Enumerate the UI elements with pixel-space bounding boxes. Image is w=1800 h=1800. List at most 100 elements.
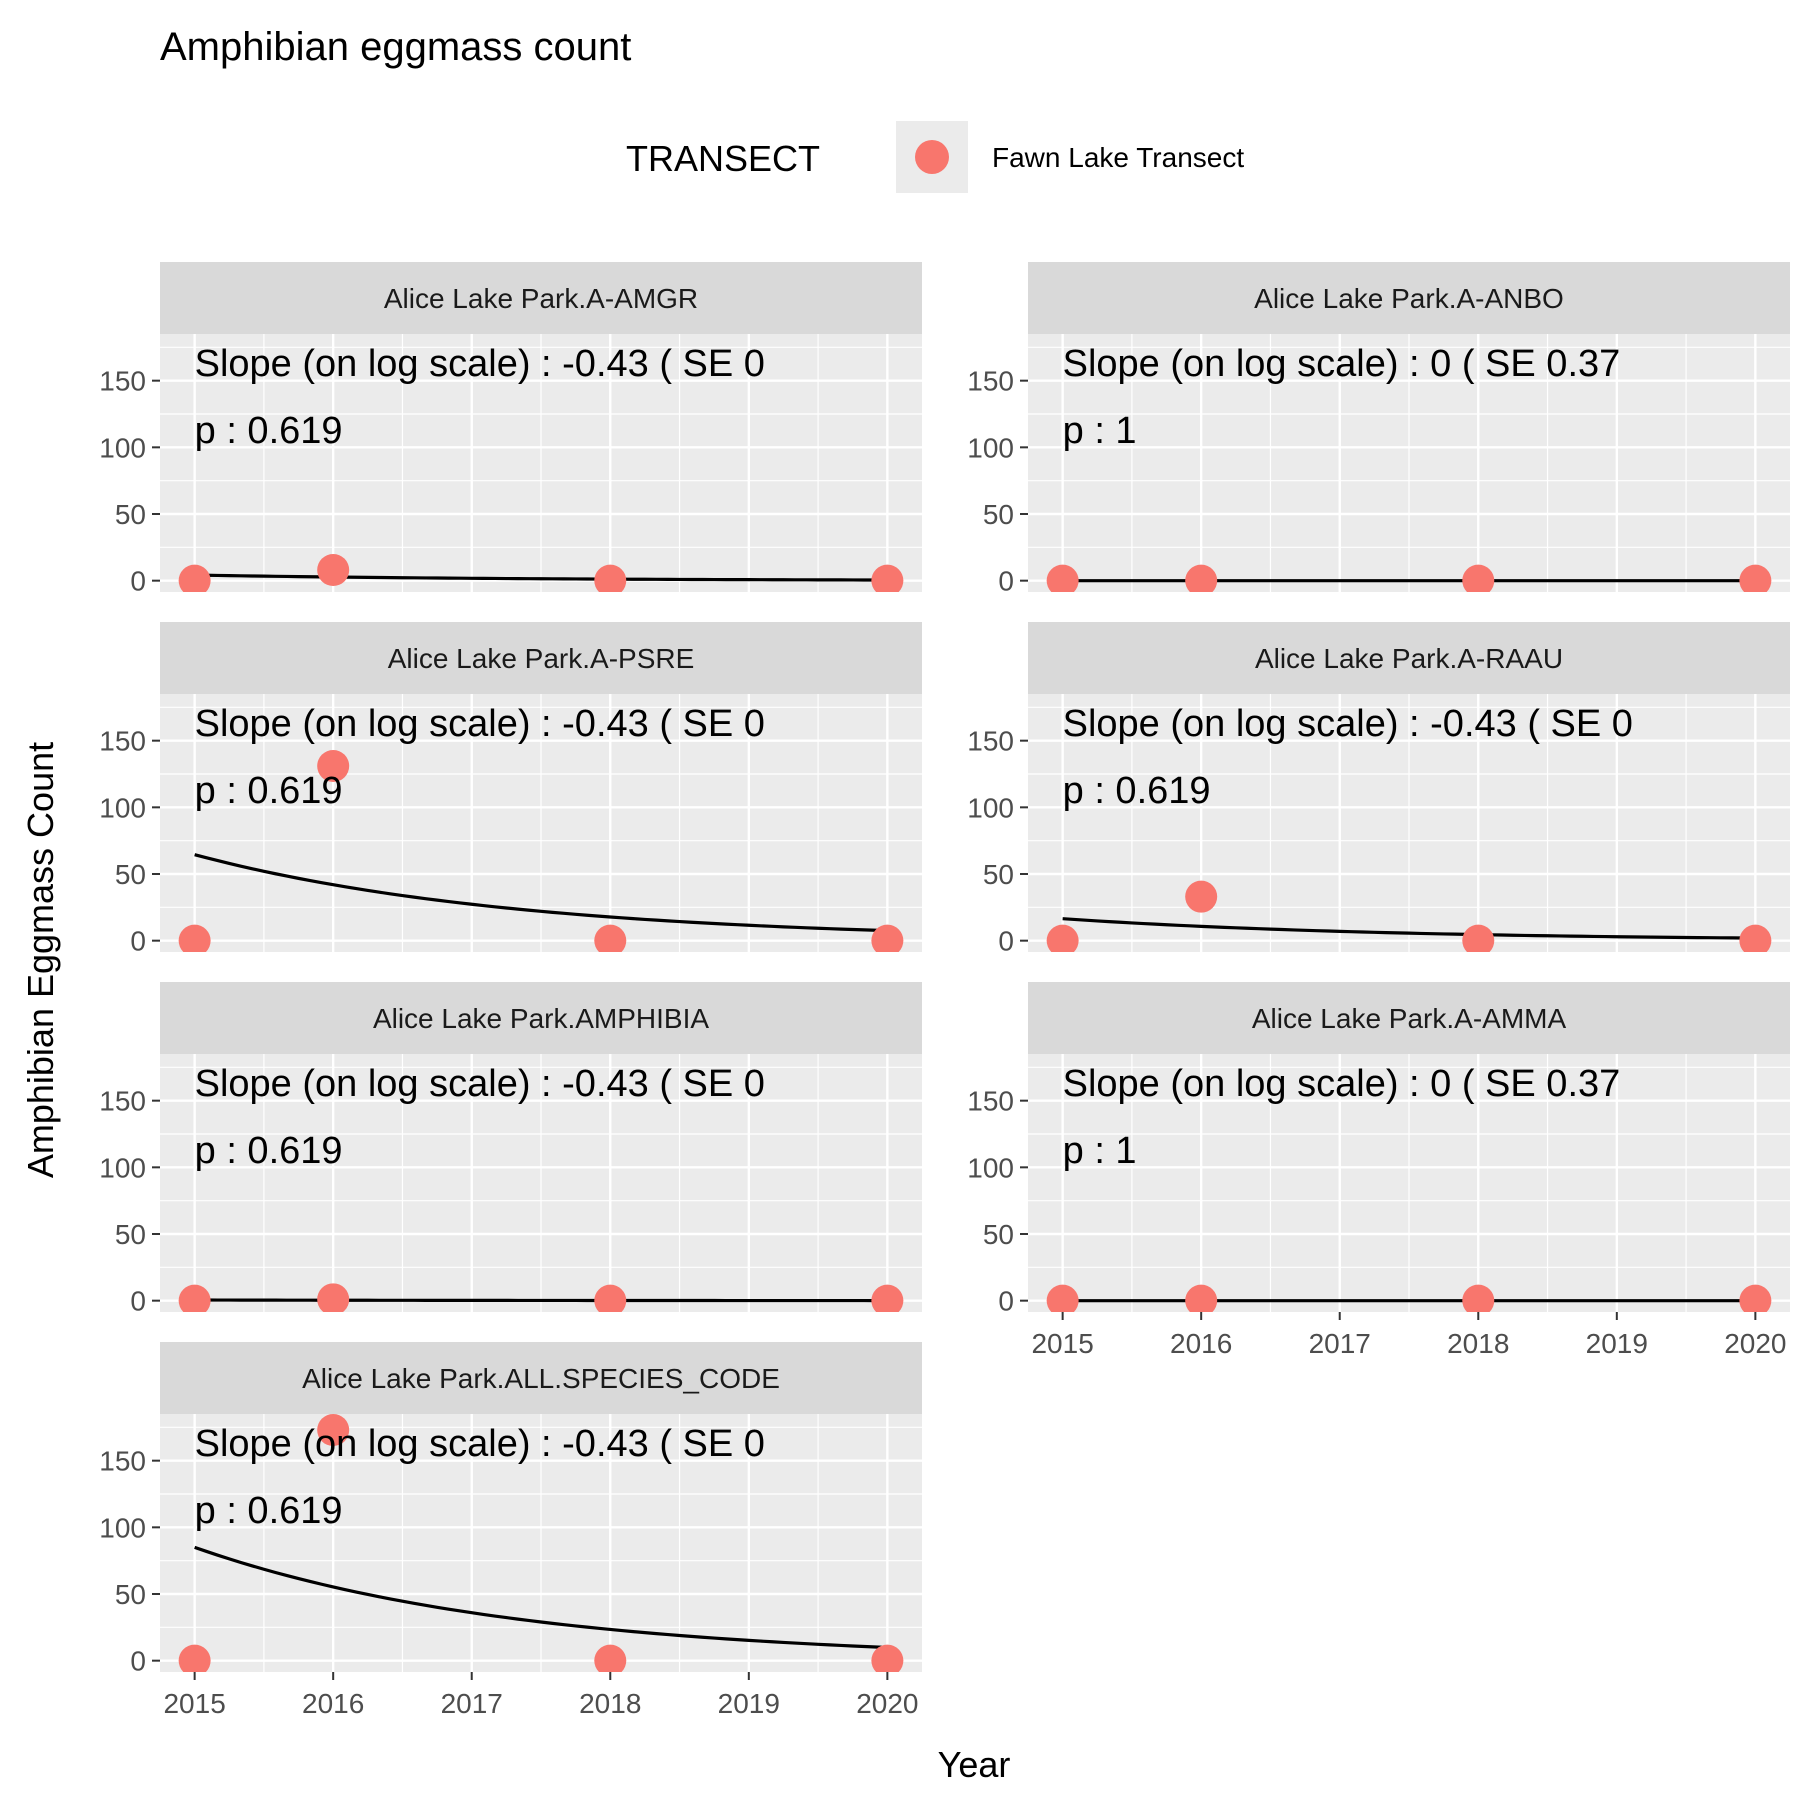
panel-content: Slope (on log scale) : -0.43 ( SE 0 p : 0… [178,1063,904,1312]
slope-annotation: Slope (on log scale) : -0.43 ( SE 0 [195,1423,765,1465]
data-point [871,564,904,592]
slope-annotation: Slope (on log scale) : 0 ( SE 0.37 [1063,343,1621,385]
data-point [594,1284,627,1312]
data-point [1046,1284,1079,1312]
fit-line [194,1298,888,1303]
y-tick-label: 100 [99,1152,146,1183]
facet-panel: Alice Lake Park.A-RAAU 0 50 100 150 Slope (on… [967,622,1790,957]
facet-strip-label: Alice Lake Park.A-RAAU [1255,643,1563,674]
y-tick-label: 100 [99,432,146,463]
slope-annotation: Slope (on log scale) : -0.43 ( SE 0 [195,1063,765,1105]
y-tick-label: 0 [998,566,1014,597]
x-tick-label: 2020 [856,1688,918,1719]
p-value-annotation: p : 0.619 [195,1490,343,1532]
facet-panel: Alice Lake Park.ALL.SPECIES_CODE 0 50 100 15… [99,1342,922,1719]
y-tick-label: 150 [99,366,146,397]
y-tick-label: 150 [99,1086,146,1117]
facet-strip [160,1342,922,1414]
x-tick-label: 2018 [579,1688,641,1719]
x-tick-label: 2020 [1724,1328,1786,1359]
y-tick-label: 0 [130,1286,146,1317]
data-point [1739,564,1772,592]
slope-annotation: Slope (on log scale) : -0.43 ( SE 0 [195,343,765,385]
y-tick-label: 0 [130,1646,146,1677]
y-tick-label: 150 [967,1086,1014,1117]
legend: TRANSECT Fawn Lake Transect [626,121,1244,193]
panel-content: Slope (on log scale) : -0.43 ( SE 0 p : 0… [178,343,904,592]
y-tick-label: 50 [983,499,1014,530]
facet-panel: Alice Lake Park.A-ANBO 0 50 100 150 Slope (on… [967,262,1790,597]
data-point [1739,924,1772,952]
facet-panels: Alice Lake Park.A-AMGR 0 50 100 150 Slope (on… [99,262,1790,1719]
facet-strip [1028,982,1790,1054]
facet-strip-label: Alice Lake Park.A-PSRE [388,643,695,674]
x-tick-label: 2017 [441,1688,503,1719]
legend-title: TRANSECT [626,138,820,179]
y-tick-label: 50 [115,1579,146,1610]
data-point [871,924,904,952]
x-tick-label: 2018 [1447,1328,1509,1359]
y-tick-label: 50 [115,499,146,530]
p-value-annotation: p : 1 [1063,410,1137,452]
x-tick-label: 2016 [1170,1328,1232,1359]
p-value-annotation: p : 0.619 [195,770,343,812]
y-tick-label: 150 [967,726,1014,757]
data-point [1046,564,1079,592]
data-point [178,1284,211,1312]
facet-strip-label: Alice Lake Park.A-AMMA [1252,1003,1567,1034]
y-tick-label: 100 [967,432,1014,463]
slope-annotation: Slope (on log scale) : -0.43 ( SE 0 [1063,703,1633,745]
panel-content: Slope (on log scale) : -0.43 ( SE 0 p : 0… [178,703,904,952]
panel-content: Slope (on log scale) : -0.43 ( SE 0 p : 0… [178,1414,904,1672]
y-tick-label: 50 [115,1219,146,1250]
y-axis-title: Amphibian Eggmass Count [20,742,61,1178]
p-value-annotation: p : 0.619 [195,410,343,452]
p-value-annotation: p : 0.619 [1063,770,1211,812]
x-axis-title: Year [938,1744,1011,1785]
y-tick-label: 150 [967,366,1014,397]
data-point [1462,564,1495,592]
x-tick-label: 2017 [1309,1328,1371,1359]
facet-panel: Alice Lake Park.AMPHIBIA 0 50 100 150 Slope (… [99,982,922,1317]
data-point [1462,1284,1495,1312]
legend-key-point [915,140,949,174]
data-point [317,554,350,586]
data-point [871,1284,904,1312]
data-point [594,1644,627,1672]
y-tick-label: 0 [998,926,1014,957]
data-point [317,1283,350,1312]
x-tick-label: 2015 [1031,1328,1093,1359]
y-tick-label: 100 [967,1152,1014,1183]
y-tick-label: 50 [983,859,1014,890]
data-point [1462,924,1495,952]
slope-annotation: Slope (on log scale) : 0 ( SE 0.37 [1063,1063,1621,1105]
data-point [1046,924,1079,952]
facet-strip-label: Alice Lake Park.AMPHIBIA [373,1003,709,1034]
facet-strip-label: Alice Lake Park.A-AMGR [384,283,698,314]
data-point [317,1414,350,1446]
data-point [178,564,211,592]
y-tick-label: 100 [967,792,1014,823]
y-tick-label: 50 [115,859,146,890]
data-point [1739,1284,1772,1312]
x-tick-label: 2019 [1586,1328,1648,1359]
facet-strip-label: Alice Lake Park.A-ANBO [1254,283,1564,314]
facet-strip [1028,622,1790,694]
y-tick-label: 150 [99,726,146,757]
data-point [594,924,627,952]
y-tick-label: 50 [983,1219,1014,1250]
x-tick-label: 2019 [718,1688,780,1719]
facet-panel: Alice Lake Park.A-AMMA 0 50 100 150 2015 2016 2… [967,982,1790,1359]
y-tick-label: 100 [99,1512,146,1543]
y-tick-label: 0 [998,1286,1014,1317]
panel-content: Slope (on log scale) : 0 ( SE 0.37 p : 1 [1046,1063,1772,1312]
panel-content: Slope (on log scale) : 0 ( SE 0.37 p : 1 [1046,343,1772,592]
legend-entry-label: Fawn Lake Transect [992,142,1244,173]
facet-panel: Alice Lake Park.A-AMGR 0 50 100 150 Slope (on… [99,262,922,597]
facet-strip [160,622,922,694]
data-point [594,564,627,592]
y-tick-label: 150 [99,1446,146,1477]
data-point [178,924,211,952]
